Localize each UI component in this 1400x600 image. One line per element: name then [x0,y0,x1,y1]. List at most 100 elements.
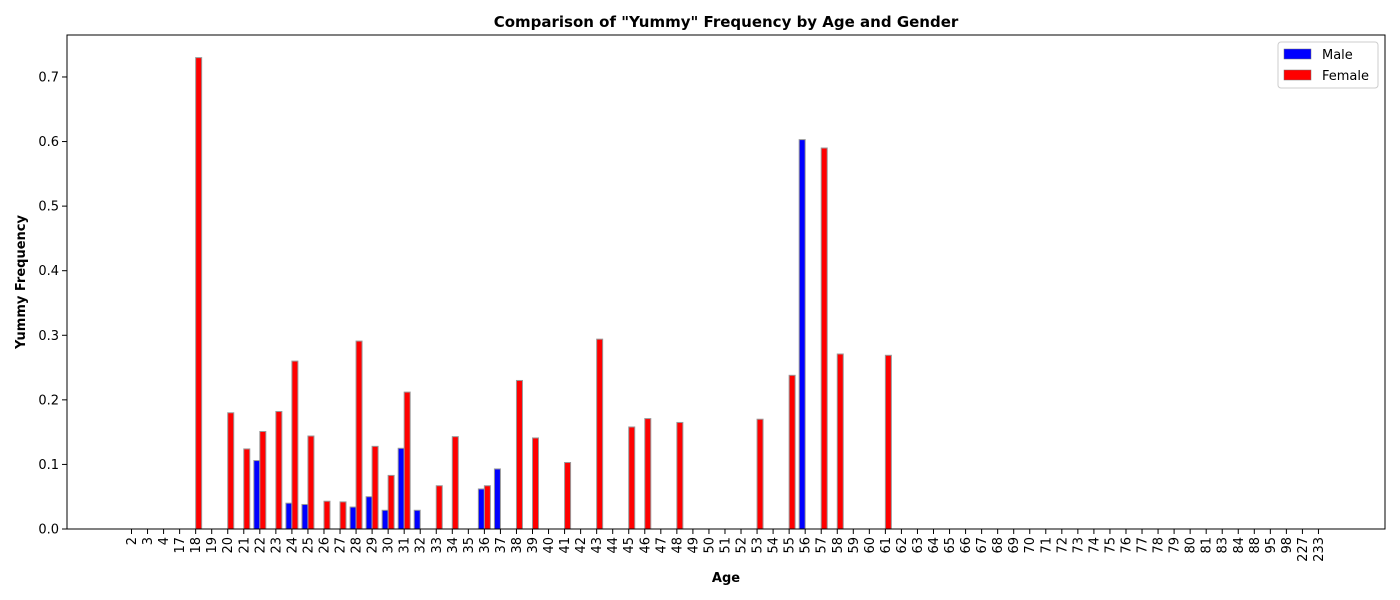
bar-female [596,338,604,530]
x-tick-label: 52 [735,537,750,554]
x-tick-label: 30 [382,537,397,554]
x-tick-label: 38 [510,537,525,554]
bar-female [515,379,523,530]
bar-female [483,485,491,530]
x-tick-label: 227 [1296,537,1311,562]
x-tick-label: 51 [718,537,733,554]
x-tick-label: 58 [831,537,846,554]
bar-female [628,426,636,530]
bar-female [275,410,283,530]
x-tick-label: 54 [767,537,782,554]
x-tick-label: 3 [141,537,156,545]
x-tick-label: 53 [751,537,766,554]
x-tick-label: 59 [847,537,862,554]
bar-female [195,57,203,530]
x-tick-label: 61 [879,537,894,554]
bar-female [756,418,764,530]
plot-frame [66,34,1386,530]
bar-female [403,391,411,530]
bar-female [259,430,267,530]
x-tick-label: 21 [237,537,252,554]
x-tick-label: 37 [494,537,509,554]
x-tick-label: 72 [1055,537,1070,554]
x-tick-label: 80 [1184,537,1199,554]
y-tick-label: 0.6 [38,135,59,150]
bar-male [413,509,421,530]
bar-female [243,448,251,530]
x-tick-label: 57 [815,537,830,554]
plot-area [195,57,892,530]
bar-male [798,139,806,530]
x-tick-label: 67 [975,537,990,554]
bar-male [397,447,405,530]
bar-female [355,340,363,530]
bar-female [451,436,459,530]
x-tick-label: 50 [702,537,717,554]
x-tick-label: 49 [686,537,701,554]
legend-label-male: Male [1322,48,1353,63]
x-tick-label: 69 [1007,537,1022,554]
x-tick-label: 2 [125,537,140,545]
x-tick-label: 55 [783,537,798,554]
x-tick-label: 98 [1280,537,1295,554]
x-tick-label: 24 [285,537,300,554]
x-axis-label: Age [712,571,740,586]
x-tick-label: 44 [606,537,621,554]
x-tick-label: 23 [269,537,284,554]
bar-male [493,468,501,530]
x-tick-label: 25 [301,537,316,554]
bar-male [349,506,357,530]
x-tick-label: 70 [1023,537,1038,554]
x-tick-label: 71 [1039,537,1054,554]
x-tick-label: 46 [638,537,653,554]
x-tick-label: 36 [478,537,493,554]
y-axis-label: Yummy Frequency [14,215,29,350]
x-tick-label: 40 [542,537,557,554]
bar-female [836,353,844,530]
x-tick-label: 81 [1200,537,1215,554]
x-tick-label: 39 [526,537,541,554]
bar-male [365,496,373,530]
series-female [195,57,892,530]
y-tick-label: 0.4 [38,264,59,279]
x-tick-label: 65 [943,537,958,554]
bar-female [788,374,796,530]
x-tick-label: 45 [622,537,637,554]
chart-title: Comparison of "Yummy" Frequency by Age a… [494,13,959,31]
x-tick-label: 22 [253,537,268,554]
x-tick-label: 48 [670,537,685,554]
y-tick-label: 0.3 [38,329,59,344]
y-tick-label: 0.2 [38,393,59,408]
x-tick-label: 233 [1312,537,1327,562]
legend-label-female: Female [1322,69,1369,84]
x-tick-label: 28 [350,537,365,554]
x-tick-label: 88 [1248,537,1263,554]
bar-female [387,474,395,530]
x-tick-label: 77 [1136,537,1151,554]
bar-female [323,500,331,530]
legend-swatch-female [1283,69,1312,81]
x-tick-label: 56 [799,537,814,554]
x-tick-label: 27 [334,537,349,554]
bar-male [253,460,261,530]
x-tick-label: 19 [205,537,220,554]
y-tick-label: 0.7 [38,70,59,85]
bar-female [532,437,539,530]
bar-female [307,435,315,530]
x-tick-label: 62 [895,537,910,554]
x-tick-label: 73 [1071,537,1086,554]
x-tick-label: 20 [221,537,236,554]
bar-female [676,421,684,530]
x-tick-label: 79 [1168,537,1183,554]
x-tick-label: 35 [462,537,477,554]
x-tick-label: 74 [1087,537,1102,554]
bar-male [301,503,309,530]
y-axis: 0.0 0.1 0.2 0.3 0.4 0.5 0.6 0.7 [38,70,67,538]
x-tick-label: 31 [398,537,413,554]
bar-female [564,461,572,530]
x-axis: 2 3 4 17 18 19 20 21 22 23 24 25 26 27 28 29 30 31 32 33 34 3… [125,529,1327,562]
bar-female [644,418,652,530]
x-tick-label: 76 [1119,537,1134,554]
x-tick-label: 66 [959,537,974,554]
